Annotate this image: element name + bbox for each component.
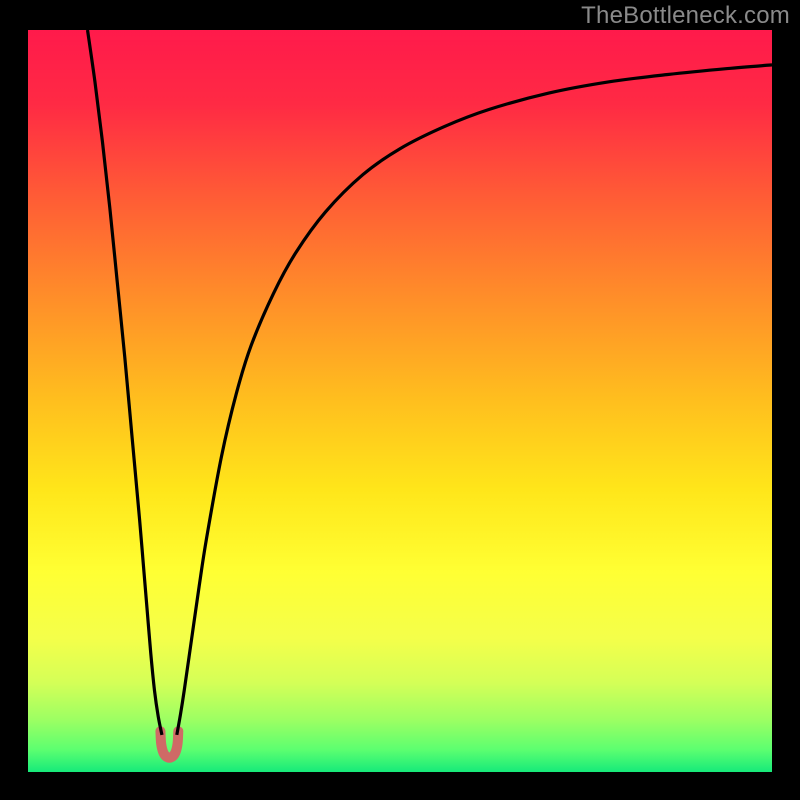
- gradient-background: [28, 30, 772, 772]
- chart-root: TheBottleneck.com: [0, 0, 800, 800]
- bottleneck-chart: [28, 30, 772, 772]
- watermark-text: TheBottleneck.com: [581, 2, 790, 30]
